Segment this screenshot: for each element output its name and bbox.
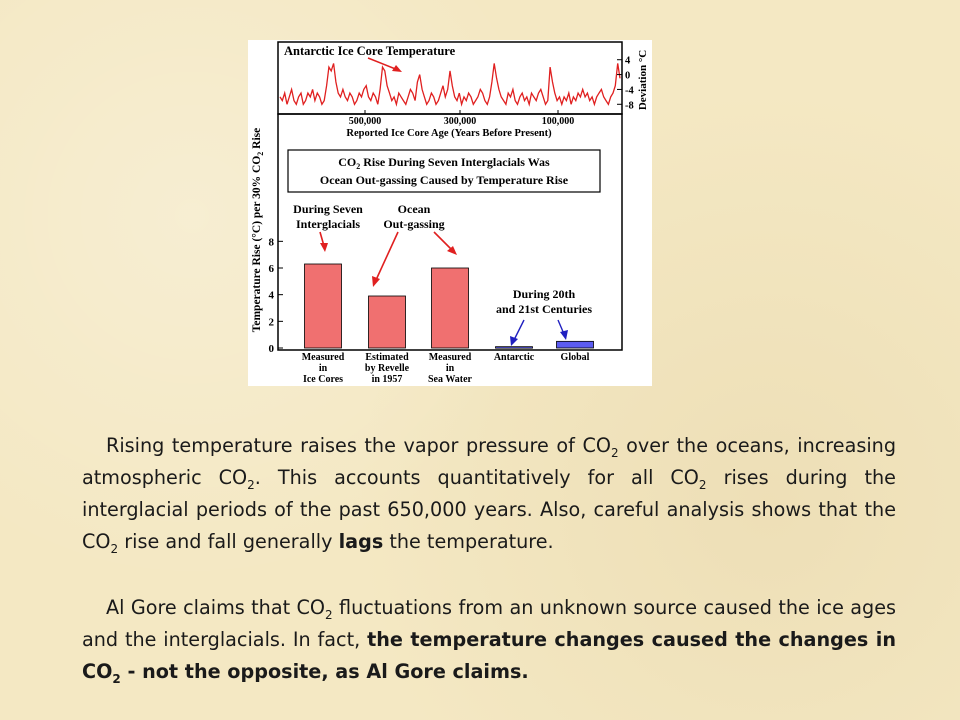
bar-label-line: by Revelle [365, 363, 410, 374]
boxed-statement-line1: CO2 Rise During Seven Interglacials Was [338, 155, 550, 171]
p2-bold-b: - not the opposite, as Al Gore claims. [120, 660, 529, 683]
bottom-panel-ylabel: Temperature Rise (°C) per 30% CO2 Rise [251, 128, 265, 333]
top-ytick-label: -8 [625, 100, 634, 111]
bottom-ytick-label: 8 [269, 236, 275, 248]
bottom-ytick-label: 4 [269, 290, 275, 302]
annotation-left-line1: During Seven [293, 202, 363, 216]
chart-svg: Antarctic Ice Core Temperature 4 0 -4 -8 50… [248, 40, 652, 386]
co2-temperature-figure: Antarctic Ice Core Temperature 4 0 -4 -8 50… [248, 40, 652, 386]
top-xtick-label: 500,000 [349, 116, 382, 127]
p1-sub-1: 2 [610, 445, 619, 460]
p2-bold-a: the temperature changes caused the chang… [82, 628, 896, 683]
annotation-mid-line1: Ocean [398, 202, 431, 216]
bar-label-line: Measured [429, 352, 472, 363]
bar-label-line: in 1957 [372, 374, 403, 385]
bottom-panel: CO2 Rise During Seven Interglacials Was … [269, 113, 623, 385]
boxed-statement [287, 149, 601, 193]
top-panel-ylabel: Deviation °C [637, 50, 649, 110]
top-y-ticks: 4 0 -4 -8 [617, 56, 634, 111]
p1-text-e: rise and fall generally [118, 530, 339, 553]
annotation-arrows-blue [510, 319, 568, 346]
p2-sub-1: 2 [325, 607, 333, 622]
bars [304, 263, 594, 349]
top-ytick-label: -4 [625, 85, 634, 96]
p1-text-a: Rising temperature raises the vapor pres… [106, 434, 611, 457]
bar-label-line: in [319, 363, 328, 374]
bottom-panel-frame [277, 113, 623, 351]
paragraph-1: Rising temperature raises the vapor pres… [82, 430, 896, 558]
annotation-right-line1: During 20th [513, 287, 576, 301]
top-panel: Antarctic Ice Core Temperature 4 0 -4 -8 50… [277, 41, 649, 139]
top-ytick-label: 0 [625, 71, 630, 82]
top-ytick-label: 4 [625, 56, 631, 67]
bar-3 [495, 346, 533, 349]
p1-text-f: the temperature. [383, 530, 554, 553]
bar-label-line: Sea Water [428, 374, 473, 385]
bar-1 [368, 295, 406, 349]
p1-sub-3: 2 [698, 477, 707, 492]
bar-label-line: Antarctic [494, 352, 535, 363]
bottom-y-ticks: 0 2 4 6 8 [269, 236, 283, 355]
bottom-ytick-label: 2 [269, 316, 275, 328]
annotation-mid-line2: Out-gassing [383, 217, 444, 231]
temperature-series-line [279, 63, 621, 107]
top-panel-xlabel: Reported Ice Core Age (Years Before Pres… [346, 128, 552, 139]
p2-sub-2: 2 [112, 671, 121, 686]
p2-bold: the temperature changes caused the chang… [82, 628, 896, 686]
p2-text-b: fluctuations from an unknown source caus… [82, 596, 897, 651]
top-annotation-arrow [367, 57, 402, 72]
bar-0 [304, 263, 342, 349]
p1-bold-lags: lags [338, 530, 384, 553]
bottom-ytick-label: 0 [269, 343, 275, 355]
top-xtick-label: 300,000 [444, 116, 477, 127]
bar-2 [431, 267, 469, 349]
p1-text-d: rises during the interglacial periods of… [82, 466, 896, 553]
annotation-right-line2: and 21st Centuries [496, 302, 592, 316]
top-xtick-label: 100,000 [542, 116, 575, 127]
annotation-arrows [319, 231, 457, 287]
p1-text-c: . This accounts quantitatively for all C… [254, 466, 699, 489]
p1-text-b: over the oceans, increasing atmospheric … [82, 434, 896, 489]
bar-label-line: Global [561, 352, 590, 363]
boxed-statement-line2: Ocean Out-gassing Caused by Temperature … [320, 173, 569, 187]
p1-sub-2: 2 [247, 477, 255, 492]
annotation-left-line2: Interglacials [296, 217, 360, 231]
bar-label-line: Estimated [365, 352, 409, 363]
p1-sub-4: 2 [110, 541, 119, 556]
bottom-ytick-label: 6 [269, 263, 275, 275]
bar-label-line: Ice Cores [303, 374, 343, 385]
bar-4 [556, 340, 594, 349]
bar-label-line: Measured [302, 352, 345, 363]
bar-label-line: in [446, 363, 455, 374]
p2-text-a: Al Gore claims that CO [106, 596, 326, 619]
paragraph-2: Al Gore claims that CO2 fluctuations fro… [82, 592, 896, 688]
top-panel-title: Antarctic Ice Core Temperature [284, 44, 456, 58]
